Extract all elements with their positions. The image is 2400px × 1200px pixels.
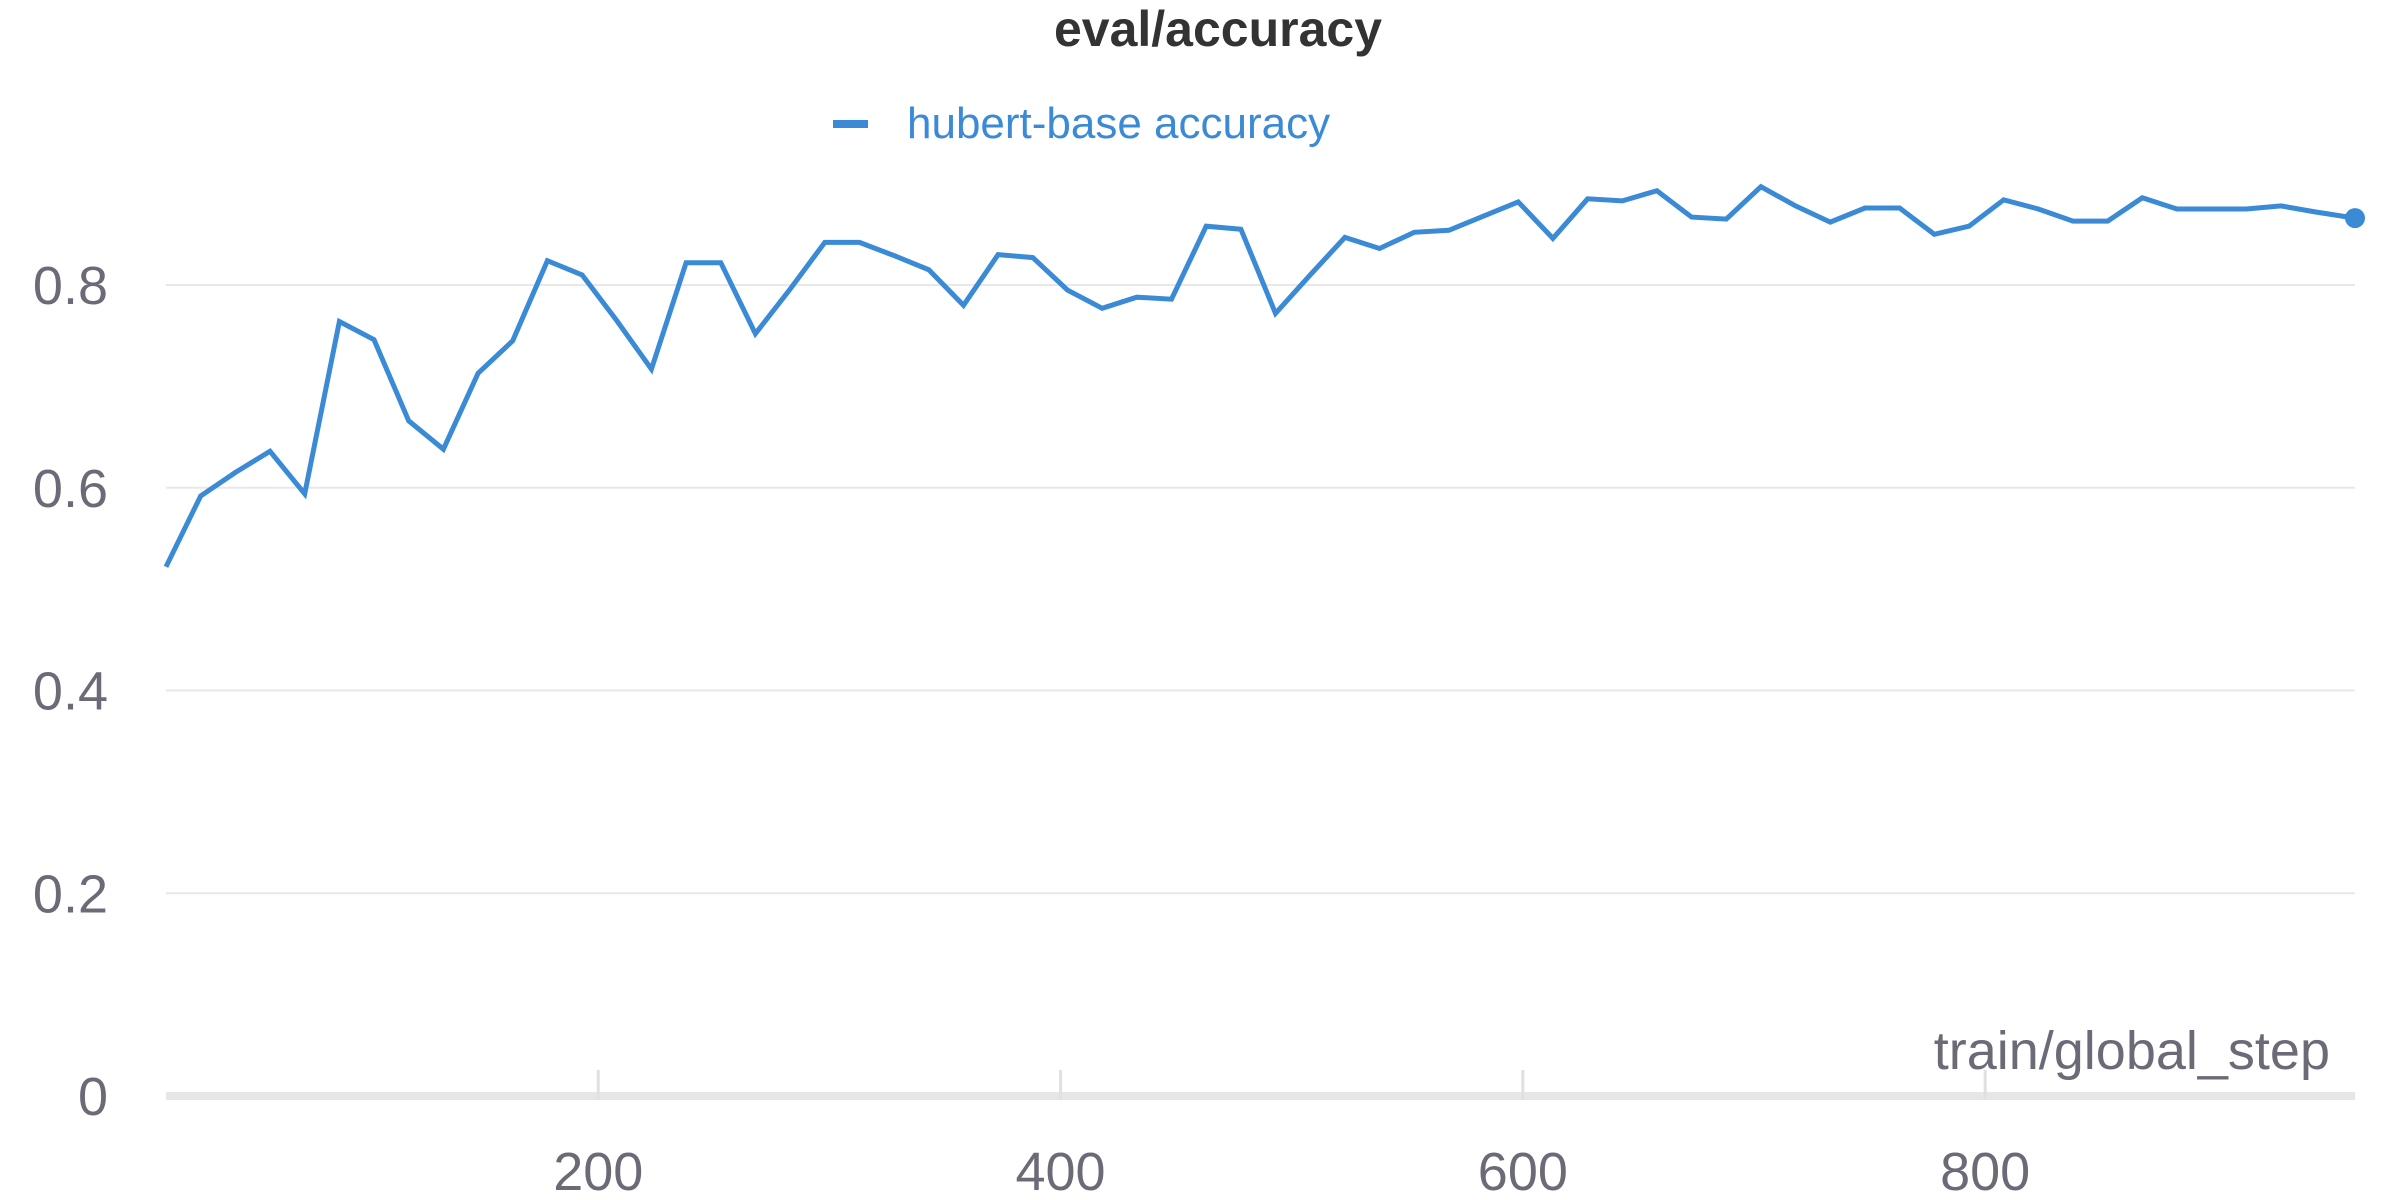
- gridlines: [166, 284, 2355, 895]
- series-line-0: [163, 183, 2356, 568]
- x-tick-label: 600: [1478, 1142, 1568, 1200]
- series-end-point: [2345, 208, 2365, 229]
- legend[interactable]: hubert-base accuracy: [833, 99, 1330, 148]
- y-tick-label: 0.8: [33, 256, 108, 316]
- y-tick-label: 0.6: [33, 459, 108, 519]
- chart-title: eval/accuracy: [1054, 1, 1382, 57]
- x-tick-label: 400: [1015, 1142, 1105, 1200]
- y-tick-label: 0.2: [33, 864, 108, 924]
- series-group: [163, 183, 2365, 568]
- legend-label-0: hubert-base accuracy: [907, 99, 1330, 148]
- x-tick-label: 800: [1940, 1142, 2030, 1200]
- x-axis-label: train/global_step: [1934, 1021, 2330, 1081]
- x-tick-label: 200: [553, 1142, 643, 1200]
- y-tick-label: 0.4: [33, 662, 108, 722]
- y-tick-label: 0: [78, 1067, 108, 1127]
- y-axis-ticks: 0 0.2 0.4 0.6 0.8: [33, 256, 108, 1127]
- x-axis-ticks: 200 400 600 800: [553, 1070, 2030, 1200]
